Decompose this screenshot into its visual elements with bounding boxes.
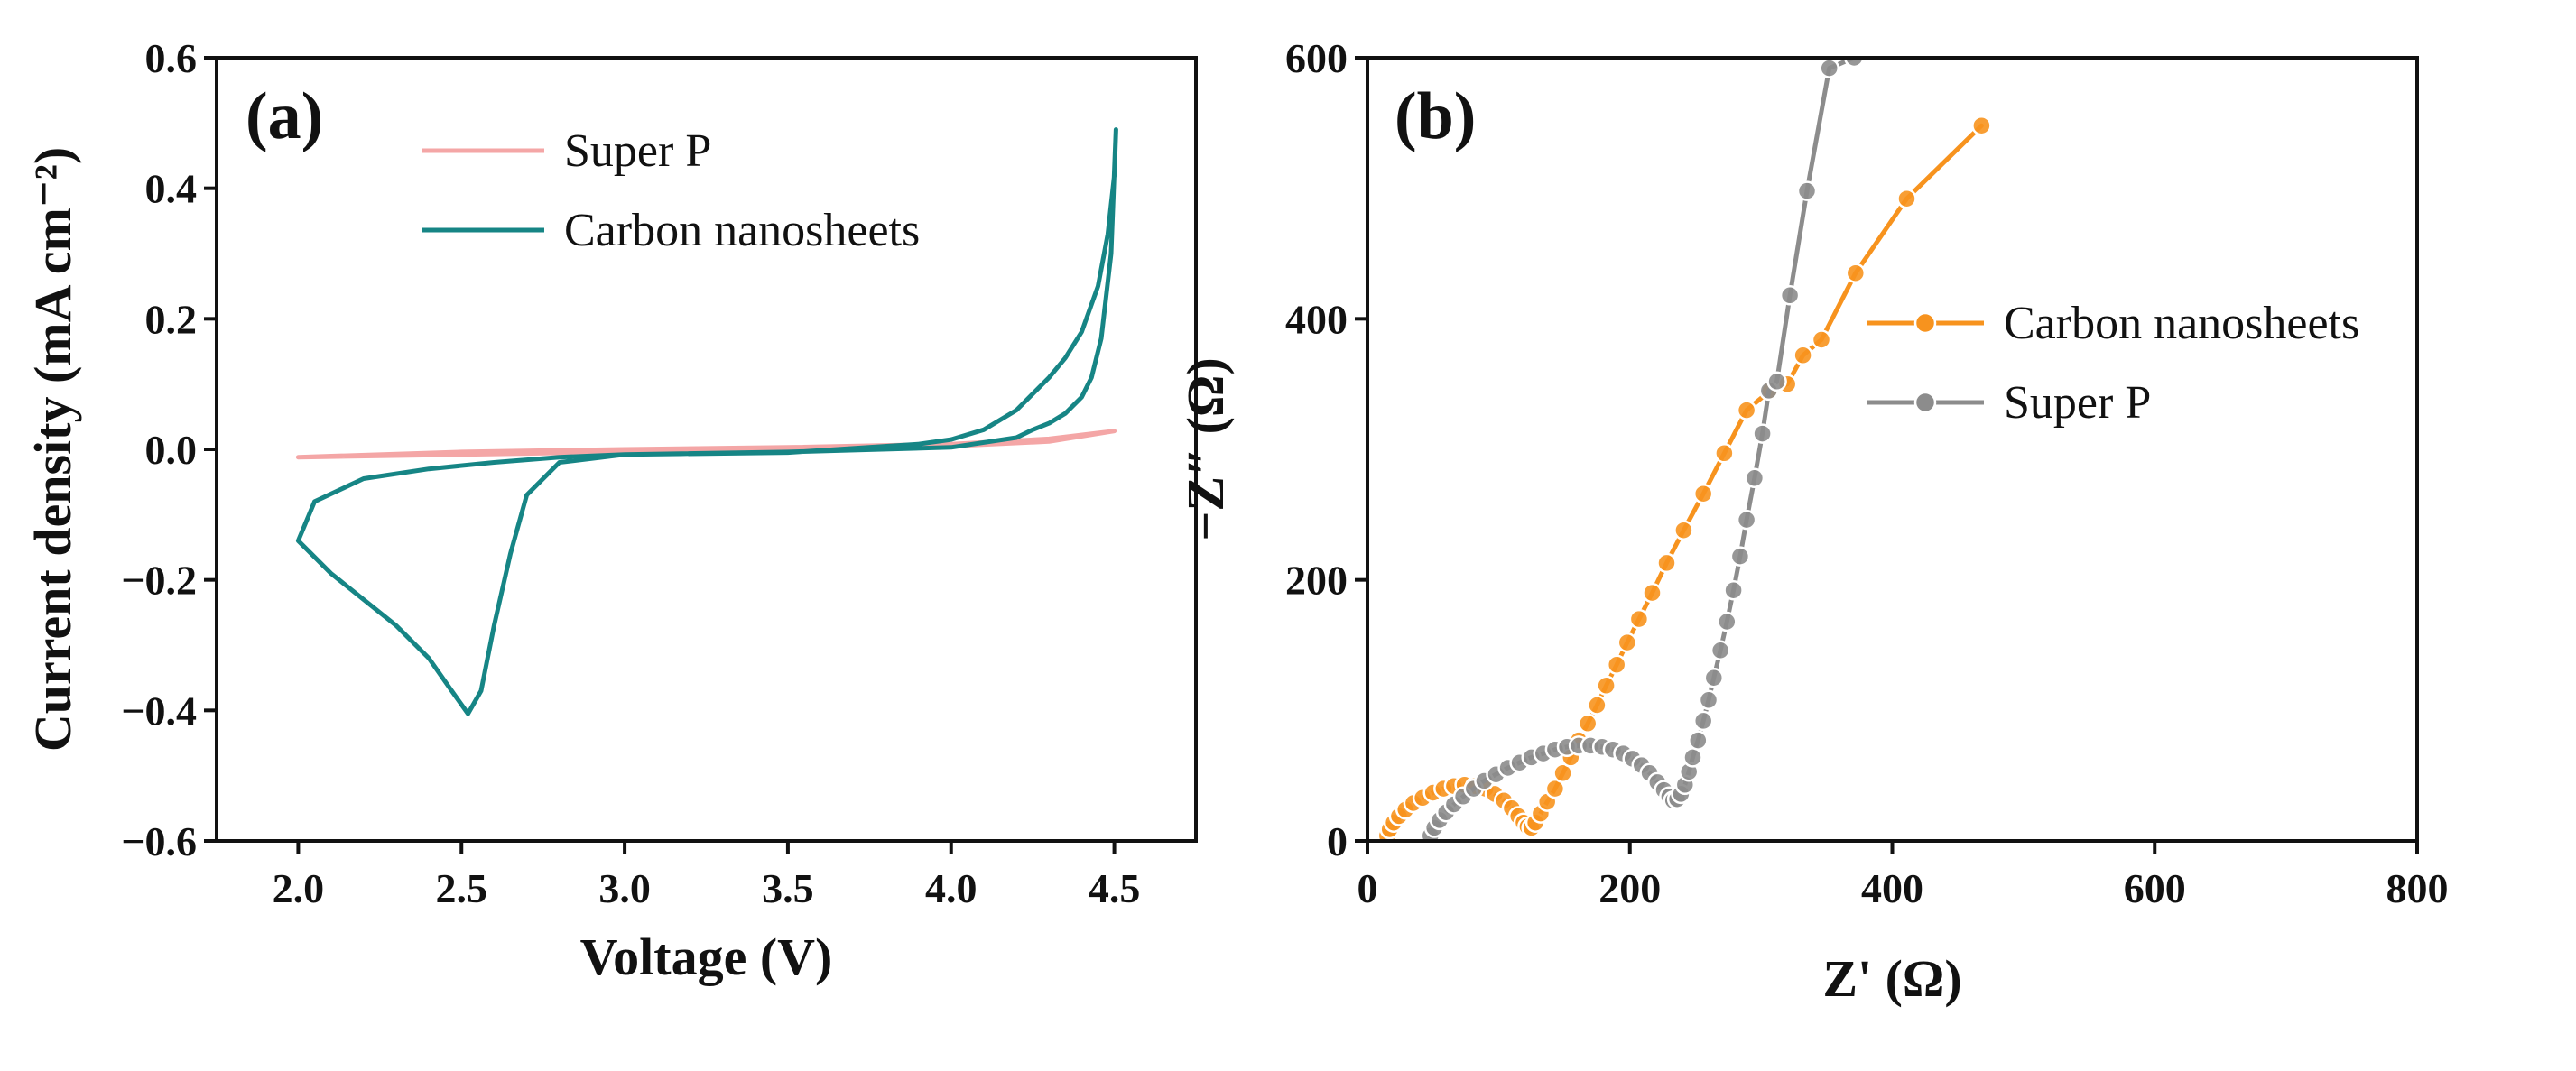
data-point-carbon-nanosheets xyxy=(1596,675,1617,697)
data-point-super-p xyxy=(1796,180,1818,201)
y-tick-label: 0.0 xyxy=(145,427,198,473)
data-point-super-p xyxy=(1703,667,1725,688)
series-line-carbon-nanosheets xyxy=(295,127,1118,716)
y-tick-label: 0.2 xyxy=(145,296,198,342)
x-tick-label: 2.0 xyxy=(273,865,325,911)
data-point-super-p xyxy=(1682,747,1703,768)
legend-marker-carbon-nanosheets xyxy=(1913,311,1937,335)
y-tick-label: 200 xyxy=(1285,558,1348,604)
y-axis-label: −Z″ (Ω) xyxy=(1176,357,1235,540)
data-point-carbon-nanosheets xyxy=(1577,713,1598,734)
data-point-carbon-nanosheets xyxy=(1811,329,1832,350)
y-tick-label: 0.6 xyxy=(145,35,198,81)
data-point-super-p xyxy=(1736,509,1757,531)
data-point-carbon-nanosheets xyxy=(1587,695,1608,716)
y-tick-label: −0.2 xyxy=(121,558,197,604)
data-point-super-p xyxy=(1779,285,1801,306)
x-tick-label: 3.5 xyxy=(762,865,814,911)
data-point-super-p xyxy=(1766,371,1787,392)
series-line-super-p xyxy=(1428,58,1857,838)
data-point-super-p xyxy=(1692,710,1714,732)
x-tick-label: 800 xyxy=(2386,865,2449,911)
x-tick-label: 3.0 xyxy=(598,865,651,911)
x-tick-label: 200 xyxy=(1598,865,1661,911)
x-tick-label: 400 xyxy=(1861,865,1923,911)
panel-a-cv-plot: 2.0 2.5 3.0 3.5 4.0 4.5 −0.6 −0.4 −0.2 0.0 0.2 0.4 0… xyxy=(23,35,1198,986)
data-point-carbon-nanosheets xyxy=(1971,115,1992,136)
x-tick-label: 0 xyxy=(1357,865,1378,911)
y-tick-label: 400 xyxy=(1285,296,1348,342)
data-point-super-p xyxy=(1844,58,1865,69)
data-point-carbon-nanosheets xyxy=(1845,263,1867,283)
data-point-carbon-nanosheets xyxy=(1714,443,1735,464)
data-point-carbon-nanosheets xyxy=(1736,400,1757,420)
x-axis-label: Voltage (V) xyxy=(580,928,833,986)
y-tick-label: −0.4 xyxy=(121,688,197,734)
series-group xyxy=(295,127,1118,716)
data-point-super-p xyxy=(1717,611,1737,632)
data-point-super-p xyxy=(1698,689,1719,711)
x-tick-label: 2.5 xyxy=(436,865,488,911)
data-point-super-p xyxy=(1710,640,1731,661)
x-tick-label: 600 xyxy=(2124,865,2186,911)
data-point-super-p xyxy=(1819,58,1839,78)
panel-label: (b) xyxy=(1395,79,1476,153)
y-tick-label: 0.4 xyxy=(145,166,198,212)
data-point-carbon-nanosheets xyxy=(1793,345,1813,366)
y-tick-label: 600 xyxy=(1285,35,1348,81)
y-tick-label: −0.6 xyxy=(121,818,197,864)
legend-label-super-p: Super P xyxy=(564,125,711,177)
x-axis-label: Z' (Ω) xyxy=(1822,949,1961,1008)
data-point-super-p xyxy=(1723,579,1744,601)
data-point-carbon-nanosheets xyxy=(1606,654,1627,675)
legend-marker-super-p xyxy=(1913,391,1937,414)
x-tick-label: 4.0 xyxy=(925,865,978,911)
data-point-super-p xyxy=(1744,467,1765,489)
series-line-carbon-nanosheets xyxy=(1385,123,1984,838)
series-group xyxy=(1376,58,1992,841)
legend-label-carbon-nanosheets: Carbon nanosheets xyxy=(564,205,920,256)
x-tick-label: 4.5 xyxy=(1089,865,1141,911)
data-point-super-p xyxy=(1729,546,1751,567)
data-point-super-p xyxy=(1688,730,1709,751)
legend-label-super-p: Super P xyxy=(2004,377,2151,429)
data-point-carbon-nanosheets xyxy=(1896,188,1917,209)
series-line-super-p xyxy=(295,429,1117,460)
y-axis-label: Current density (mA cm⁻²) xyxy=(23,147,82,752)
y-tick-label: 0 xyxy=(1327,818,1348,864)
legend-label-carbon-nanosheets: Carbon nanosheets xyxy=(2004,298,2359,349)
data-point-carbon-nanosheets xyxy=(1617,632,1638,653)
data-point-carbon-nanosheets xyxy=(1673,520,1694,540)
plot-frame xyxy=(1366,56,2419,843)
data-point-carbon-nanosheets xyxy=(1552,762,1573,784)
data-point-carbon-nanosheets xyxy=(1544,778,1566,799)
data-point-carbon-nanosheets xyxy=(1692,483,1714,504)
data-point-carbon-nanosheets xyxy=(1656,552,1677,574)
data-point-carbon-nanosheets xyxy=(1628,608,1650,630)
panel-label: (a) xyxy=(246,79,323,153)
data-point-super-p xyxy=(1752,423,1773,444)
panel-b-eis-plot: 0 200 400 600 800 0 200 400 600 Z' (Ω) −Z″ (Ω) (b) C… xyxy=(1176,35,2449,1008)
data-point-carbon-nanosheets xyxy=(1642,582,1663,604)
